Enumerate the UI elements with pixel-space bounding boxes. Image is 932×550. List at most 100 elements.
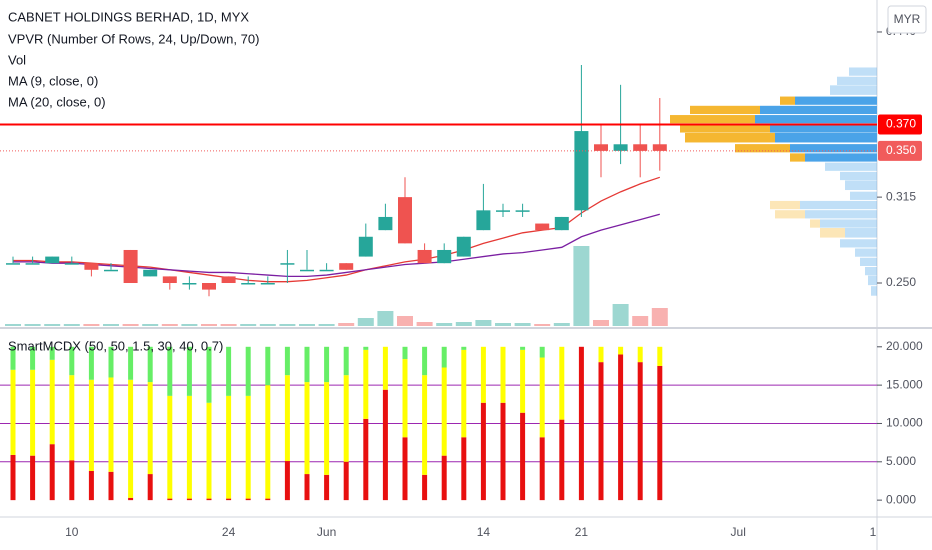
indicator-segment — [559, 346, 565, 420]
indicator-segment — [480, 402, 486, 501]
candle-body — [358, 236, 373, 257]
vpvr-up — [770, 124, 877, 133]
indicator-segment — [304, 382, 310, 475]
volume-bar — [651, 308, 668, 326]
indicator-segment — [343, 375, 349, 462]
indicator-segment — [520, 349, 526, 413]
indicator-segment — [343, 461, 349, 501]
indicator-segment — [167, 395, 173, 499]
y-tick-label: 5.000 — [886, 454, 916, 468]
vpvr-up — [850, 191, 877, 200]
indicator-segment — [539, 346, 545, 358]
indicator-segment — [618, 354, 624, 501]
candle-body — [202, 283, 216, 290]
indicator-segment — [265, 385, 271, 499]
volume-bar — [161, 324, 178, 326]
volume-bar — [338, 323, 355, 326]
volume-bar — [318, 324, 335, 326]
vpvr-down — [670, 115, 755, 124]
vpvr-down — [685, 132, 775, 143]
vpvr-up — [775, 132, 877, 143]
volume-bar — [259, 324, 276, 326]
vpvr-up — [795, 96, 877, 105]
indicator-segment — [520, 412, 526, 501]
indicator-segment — [10, 454, 16, 501]
indicator-segment — [559, 419, 565, 501]
indicator-segment — [206, 346, 212, 403]
vpvr-down — [810, 219, 820, 228]
price-label: 0.350 — [886, 143, 916, 157]
candle-body — [554, 216, 569, 231]
volume-bar — [495, 323, 511, 326]
candle-body — [45, 256, 60, 264]
indicator-segment — [186, 395, 192, 499]
volume-bar — [436, 323, 453, 326]
y-tick-label: 0.315 — [886, 189, 916, 203]
indicator-segment — [520, 346, 526, 350]
indicator-segment — [88, 379, 94, 471]
currency[interactable]: MYR — [894, 12, 921, 26]
volume-bar — [632, 316, 649, 326]
indicator-segment — [167, 346, 173, 396]
candle-body — [25, 263, 40, 265]
price-label-box — [878, 140, 922, 161]
indicator-segment — [30, 369, 36, 456]
candle-body — [378, 216, 393, 231]
volume-bar — [534, 324, 551, 326]
indicator-title: SmartMCDX (50, 50, 1.5, 30, 40, 0.7) — [8, 338, 223, 353]
indicator-segment — [598, 362, 604, 501]
volume-bar — [240, 324, 257, 326]
volume-bar — [416, 322, 433, 326]
vpvr-up — [840, 239, 877, 248]
indicator-segment — [226, 498, 232, 501]
vpvr-down — [790, 153, 805, 162]
candle-body — [6, 263, 20, 265]
volume-bar — [122, 324, 139, 326]
x-tick-label: Jun — [317, 525, 336, 539]
volume-bar — [475, 320, 492, 326]
candle-body — [241, 283, 256, 285]
vpvr-up — [871, 286, 877, 296]
volume-bar — [612, 304, 629, 326]
candle-body — [594, 144, 608, 151]
volume-bar — [553, 323, 570, 326]
indicator-segment — [206, 498, 212, 501]
candle-body — [496, 210, 510, 212]
indicator-segment — [382, 346, 388, 390]
indicator-segment — [245, 395, 251, 499]
indicator-segment — [637, 346, 643, 363]
y-tick-label: 15.000 — [886, 377, 923, 391]
indicator-segment — [10, 369, 16, 455]
currency-box[interactable] — [887, 5, 927, 34]
volume-bar — [220, 324, 237, 326]
indicator-segment — [265, 346, 271, 386]
indicator-segment — [382, 389, 388, 501]
indicator-segment — [88, 471, 94, 501]
volume-bar — [142, 324, 159, 326]
candle-body — [64, 263, 79, 265]
candle-body — [143, 269, 158, 277]
indicator-segment — [441, 455, 447, 501]
candle-body — [633, 144, 648, 151]
x-tick-label: Jul — [731, 525, 746, 539]
vpvr-down — [820, 228, 845, 238]
volume-bar — [24, 324, 41, 326]
ma-line — [13, 176, 661, 283]
vpvr-up — [865, 266, 877, 276]
candle-body — [476, 210, 491, 231]
candle-body — [535, 223, 550, 231]
indicator-segment — [69, 346, 75, 376]
indicator-segment — [49, 444, 55, 501]
price-label-box — [878, 114, 922, 135]
vpvr-down — [735, 144, 790, 153]
volume-bar — [5, 324, 21, 326]
volume-bar — [44, 324, 61, 326]
indicator-segment — [461, 346, 467, 350]
indicator-segment — [284, 346, 290, 376]
price-label: 0.370 — [886, 117, 916, 131]
candle-body — [84, 263, 99, 270]
chart-title: CABNET HOLDINGS BERHAD, 1D, MYX — [8, 9, 249, 24]
indicator-segment — [226, 346, 232, 396]
indicator-segment — [226, 395, 232, 499]
